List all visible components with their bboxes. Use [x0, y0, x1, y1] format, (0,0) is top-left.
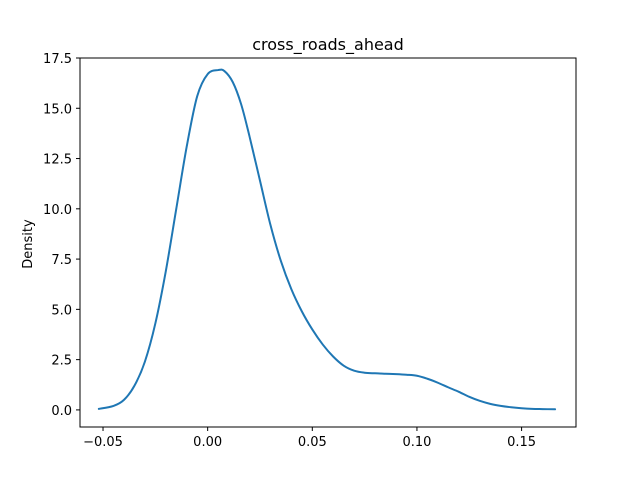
- x-axis: −0.05 0.00 0.05 0.10 0.15: [83, 427, 536, 450]
- y-tick-label: 10.0: [43, 203, 72, 218]
- density-series-line: [97, 68, 557, 411]
- x-tick-label: 0.05: [298, 435, 327, 450]
- axes-frame: [79, 57, 577, 428]
- y-tick-label: 5.0: [51, 303, 72, 318]
- y-axis-label: Density: [21, 219, 36, 269]
- x-tick-label: −0.05: [83, 435, 123, 450]
- y-tick-label: 0.0: [51, 404, 72, 419]
- x-tick-label: 0.10: [402, 435, 431, 450]
- x-tick-label: 0.00: [193, 435, 222, 450]
- y-tick-label: 12.5: [43, 153, 72, 168]
- y-tick-label: 17.5: [43, 52, 72, 67]
- y-tick-label: 2.5: [51, 354, 72, 369]
- y-tick-label: 15.0: [43, 102, 72, 117]
- x-tick-label: 0.15: [507, 435, 536, 450]
- y-axis: 0.0 2.5 5.0 7.5 10.0 12.5 15.0 17.5: [43, 52, 80, 419]
- plot-area: [97, 68, 557, 411]
- y-tick-label: 7.5: [51, 253, 72, 268]
- chart-title: cross_roads_ahead: [252, 35, 404, 55]
